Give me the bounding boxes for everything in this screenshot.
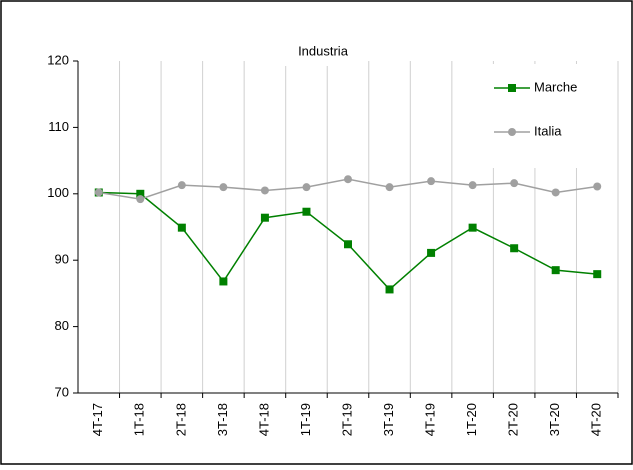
point	[468, 223, 477, 232]
legend-marker	[508, 84, 516, 92]
legend-marker	[508, 128, 516, 136]
point	[177, 181, 186, 190]
point	[385, 183, 394, 192]
x-tick-label: 1T-20	[464, 403, 479, 436]
point	[510, 244, 519, 253]
point	[136, 195, 145, 204]
point	[427, 248, 436, 257]
point	[385, 285, 394, 294]
y-tick-label: 120	[47, 52, 69, 67]
point	[551, 188, 560, 197]
point	[219, 277, 228, 286]
x-tick-label: 2T-20	[506, 403, 521, 436]
y-tick-label: 80	[55, 318, 69, 333]
legend-box	[466, 64, 614, 168]
point	[260, 186, 269, 195]
x-tick-label: 2T-18	[173, 403, 188, 436]
point	[427, 177, 436, 186]
point	[302, 183, 311, 192]
x-tick-label: 4T-18	[256, 403, 271, 436]
point	[219, 183, 228, 192]
point	[593, 270, 602, 279]
x-tick-label: 3T-20	[547, 403, 562, 436]
point	[94, 188, 103, 197]
legend-label: Marche	[534, 79, 577, 94]
x-tick-label: 4T-17	[90, 403, 105, 436]
x-tick-label: 1T-18	[132, 403, 147, 436]
point	[302, 207, 311, 216]
point	[260, 213, 269, 222]
point	[593, 182, 602, 191]
point	[510, 179, 519, 188]
chart-title: Industria	[298, 43, 349, 58]
point	[136, 189, 145, 198]
point	[468, 181, 477, 190]
title-bg	[278, 40, 368, 66]
y-tick-label: 110	[48, 119, 69, 134]
y-tick-label: 90	[55, 252, 69, 267]
x-tick-label: 3T-18	[215, 403, 230, 436]
x-tick-label: 1T-19	[298, 403, 313, 436]
x-tick-label: 2T-19	[339, 403, 354, 436]
legend-label: Italia	[534, 123, 562, 138]
point	[344, 175, 352, 184]
x-tick-label: 3T-19	[381, 403, 396, 436]
point	[177, 223, 186, 232]
x-tick-label: 4T-20	[589, 403, 604, 436]
point	[344, 240, 352, 249]
x-tick-label: 4T-19	[423, 403, 438, 436]
y-tick-label: 70	[55, 384, 69, 399]
y-tick-label: 100	[47, 185, 69, 200]
point	[551, 266, 560, 275]
